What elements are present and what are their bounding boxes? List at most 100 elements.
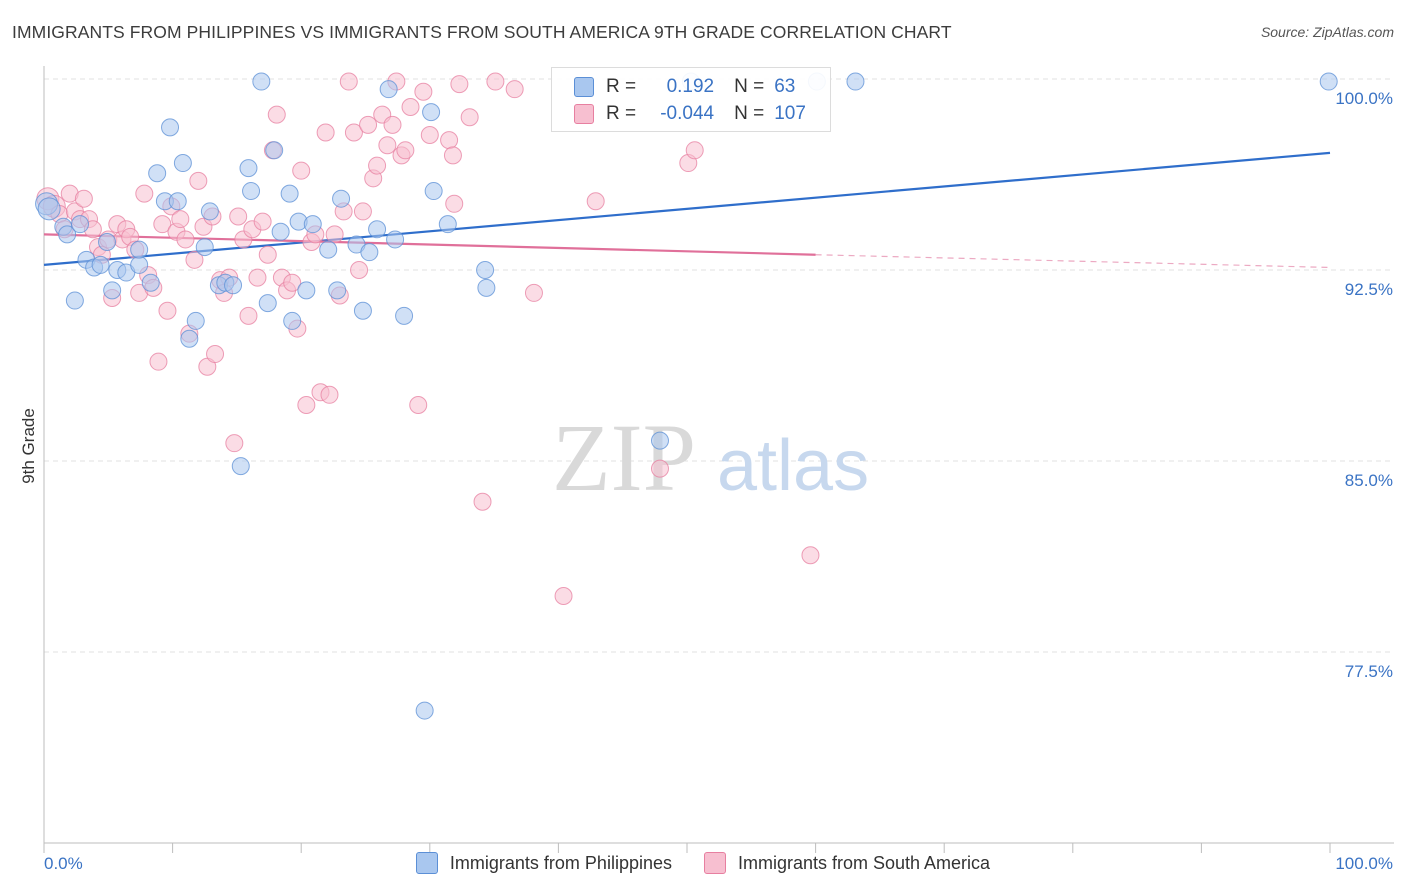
trend-line-philippines <box>43 151 1331 267</box>
point-immigrants-from-south-america <box>258 245 277 264</box>
n-label: N = <box>734 103 765 124</box>
trend-line-south-america-extension <box>815 254 1331 269</box>
point-immigrants-from-philippines <box>91 255 110 274</box>
point-immigrants-from-south-america <box>396 141 415 160</box>
stats-row-south-america: R = -0.044 N = 107 <box>574 101 806 127</box>
point-immigrants-from-south-america <box>248 268 267 287</box>
point-immigrants-from-south-america <box>359 115 378 134</box>
point-immigrants-from-philippines <box>148 164 167 183</box>
point-immigrants-from-philippines <box>395 306 414 325</box>
point-immigrants-from-philippines <box>130 255 149 274</box>
point-immigrants-from-philippines <box>297 281 316 300</box>
r-label: R = <box>606 103 637 124</box>
point-immigrants-from-philippines <box>186 311 205 330</box>
point-immigrants-from-philippines <box>386 230 405 249</box>
chart-title: IMMIGRANTS FROM PHILIPPINES VS IMMIGRANT… <box>12 22 952 42</box>
point-immigrants-from-philippines <box>195 238 214 257</box>
point-immigrants-from-south-america <box>650 459 669 478</box>
point-immigrants-from-philippines <box>368 220 387 239</box>
watermark-atlas: atlas <box>717 426 869 506</box>
point-immigrants-from-south-america <box>524 283 543 302</box>
point-immigrants-from-philippines <box>283 311 302 330</box>
point-immigrants-from-philippines <box>258 294 277 313</box>
point-immigrants-from-south-america <box>283 273 302 292</box>
point-immigrants-from-philippines <box>360 243 379 262</box>
point-immigrants-from-philippines <box>58 225 77 244</box>
point-immigrants-from-philippines <box>422 103 441 122</box>
philippines-swatch <box>415 852 438 874</box>
trend-line-south-america <box>43 233 816 256</box>
point-immigrants-from-philippines <box>239 159 258 178</box>
point-immigrants-from-south-america <box>135 184 154 203</box>
point-immigrants-from-south-america <box>443 146 462 165</box>
point-immigrants-from-philippines <box>71 215 90 234</box>
point-immigrants-from-south-america <box>409 395 428 414</box>
point-immigrants-from-south-america <box>339 72 358 91</box>
legend-item-philippines[interactable]: Immigrants from Philippines <box>415 852 672 874</box>
point-immigrants-from-south-america <box>320 385 339 404</box>
point-immigrants-from-south-america <box>801 546 820 565</box>
point-immigrants-from-south-america <box>253 212 272 231</box>
point-immigrants-from-south-america <box>350 261 369 279</box>
point-immigrants-from-south-america <box>292 161 311 180</box>
point-immigrants-from-south-america <box>378 136 397 155</box>
legend-item-south-america[interactable]: Immigrants from South America <box>703 852 991 874</box>
point-immigrants-from-south-america <box>460 108 479 127</box>
point-immigrants-from-philippines <box>303 215 322 234</box>
stats-row-philippines: R = 0.192 N = 63 <box>574 74 795 100</box>
point-immigrants-from-south-america <box>325 225 344 244</box>
n-value: 107 <box>774 103 806 124</box>
point-immigrants-from-philippines <box>224 276 243 295</box>
point-immigrants-from-philippines <box>37 197 61 221</box>
point-immigrants-from-south-america <box>185 250 204 269</box>
point-immigrants-from-philippines <box>173 154 192 173</box>
point-immigrants-from-south-america <box>685 141 704 160</box>
point-immigrants-from-south-america <box>267 105 286 124</box>
n-label: N = <box>734 76 765 97</box>
point-immigrants-from-philippines <box>265 141 284 160</box>
x-tick-labels: 0.0% 100.0% <box>44 854 1393 873</box>
point-immigrants-from-south-america <box>153 215 172 234</box>
legend-label-south-america: Immigrants from South America <box>737 852 991 873</box>
series-legend: Immigrants from Philippines Immigrants f… <box>0 852 1406 874</box>
x-tick-label: 100.0% <box>1335 854 1393 873</box>
point-immigrants-from-south-america <box>74 189 93 208</box>
point-immigrants-from-philippines <box>424 182 443 201</box>
point-immigrants-from-philippines <box>379 80 398 99</box>
point-immigrants-from-philippines <box>477 278 496 297</box>
point-immigrants-from-south-america <box>586 192 605 211</box>
point-immigrants-from-philippines <box>415 701 434 720</box>
n-value: 63 <box>774 76 796 97</box>
point-immigrants-from-philippines <box>650 431 669 450</box>
point-immigrants-from-south-america <box>554 586 573 605</box>
point-immigrants-from-south-america <box>189 171 208 190</box>
point-immigrants-from-south-america <box>149 352 168 371</box>
point-immigrants-from-south-america <box>225 434 244 453</box>
point-immigrants-from-south-america <box>505 80 524 99</box>
point-immigrants-from-south-america <box>297 395 316 414</box>
point-immigrants-from-south-america <box>206 345 225 364</box>
point-immigrants-from-philippines <box>200 202 219 221</box>
point-immigrants-from-south-america <box>171 210 190 229</box>
point-immigrants-from-philippines <box>141 273 160 292</box>
source-label: Source: ZipAtlas.com <box>1260 24 1394 40</box>
point-immigrants-from-philippines <box>252 72 271 91</box>
point-immigrants-from-south-america <box>401 98 420 117</box>
y-axis-label: 9th Grade <box>19 408 38 484</box>
philippines-swatch <box>574 77 594 97</box>
point-immigrants-from-south-america <box>239 306 258 325</box>
point-immigrants-from-philippines <box>161 118 180 137</box>
stats-legend: R = 0.192 N = 63 R = -0.044 N = 107 <box>551 67 831 132</box>
point-immigrants-from-south-america <box>414 82 433 101</box>
point-immigrants-from-south-america <box>229 207 248 226</box>
point-immigrants-from-philippines <box>98 232 117 251</box>
point-immigrants-from-philippines <box>328 281 347 300</box>
point-immigrants-from-south-america <box>158 301 177 320</box>
y-tick-label: 85.0% <box>1345 471 1393 490</box>
point-immigrants-from-south-america <box>440 131 459 150</box>
data-points <box>35 72 1338 720</box>
point-immigrants-from-philippines <box>846 72 865 91</box>
point-immigrants-from-south-america <box>176 230 195 249</box>
point-immigrants-from-philippines <box>353 301 372 320</box>
